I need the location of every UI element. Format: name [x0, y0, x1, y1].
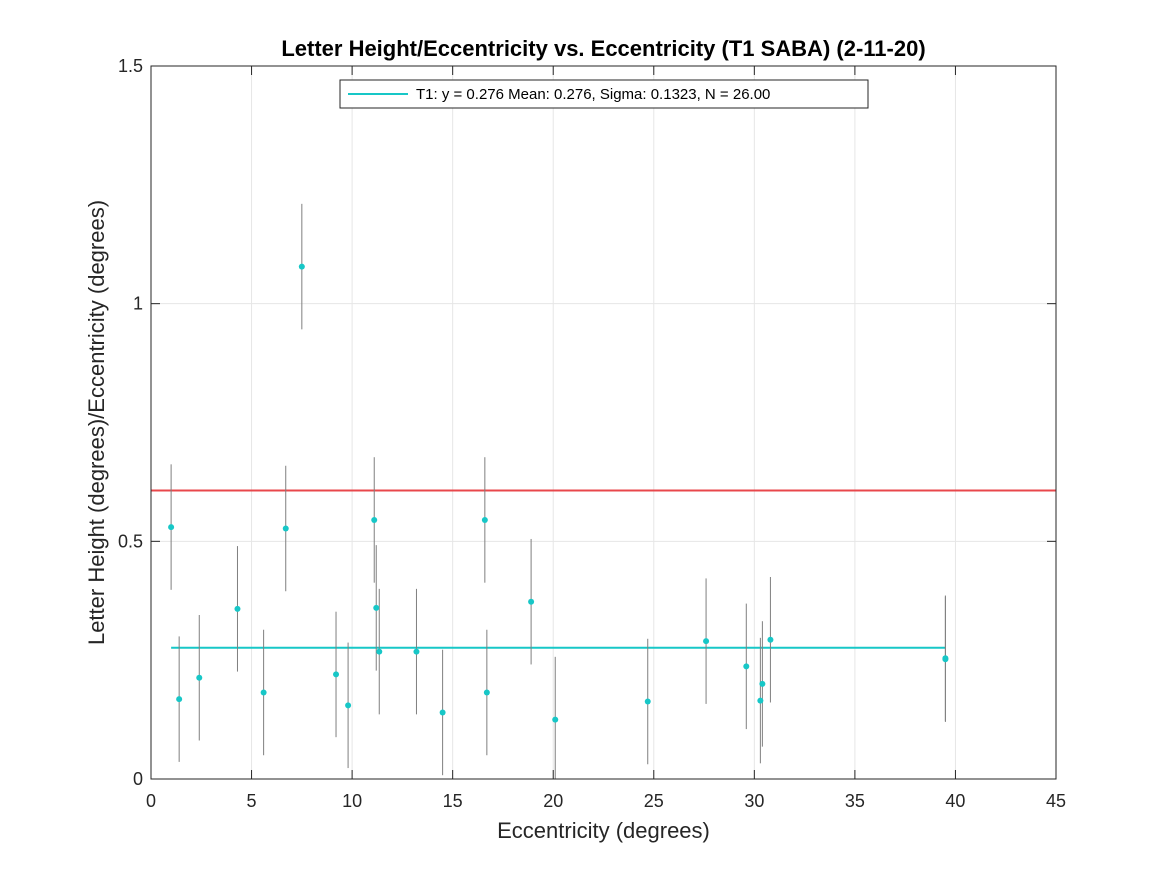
x-tick-label: 15 — [443, 791, 463, 811]
data-point — [298, 263, 305, 270]
data-point — [371, 516, 378, 523]
x-tick-label: 0 — [146, 791, 156, 811]
x-tick-label: 5 — [247, 791, 257, 811]
y-tick-label: 0.5 — [118, 531, 143, 551]
data-point — [333, 671, 340, 678]
axis-ticks: 0 5 10 15 20 25 30 35 40 45 0 0.5 1 1.5 — [118, 56, 1066, 811]
data-point — [743, 663, 750, 670]
plot-area — [151, 66, 1056, 779]
data-point — [767, 636, 774, 643]
x-tick-label: 10 — [342, 791, 362, 811]
data-point — [345, 702, 352, 709]
data-point — [481, 516, 488, 523]
y-axis-label: Letter Height (degrees)/Eccentricity (de… — [84, 200, 109, 645]
data-point — [552, 716, 559, 723]
chart-title: Letter Height/Eccentricity vs. Eccentric… — [281, 36, 925, 61]
data-point — [234, 605, 241, 612]
x-axis-label: Eccentricity (degrees) — [497, 818, 710, 843]
data-point — [282, 525, 289, 532]
data-point — [483, 689, 490, 696]
grid — [151, 66, 1056, 779]
axes-box — [150, 65, 1057, 780]
data-point — [759, 680, 766, 687]
y-tick-label: 0 — [133, 769, 143, 789]
data-point — [260, 689, 267, 696]
x-tick-label: 45 — [1046, 791, 1066, 811]
data-point — [703, 638, 710, 645]
x-tick-label: 40 — [945, 791, 965, 811]
data-point — [942, 656, 949, 663]
legend: T1: y = 0.276 Mean: 0.276, Sigma: 0.1323… — [339, 79, 869, 109]
data-point — [376, 648, 383, 655]
y-tick-label: 1 — [133, 294, 143, 314]
x-tick-label: 30 — [744, 791, 764, 811]
data-point — [196, 674, 203, 681]
data-point — [413, 648, 420, 655]
y-tick-label: 1.5 — [118, 56, 143, 76]
x-tick-label: 20 — [543, 791, 563, 811]
legend-label-fit-line: T1: y = 0.276 Mean: 0.276, Sigma: 0.1323… — [416, 86, 770, 103]
legend-box — [339, 79, 869, 109]
data-point — [373, 604, 380, 611]
data-point — [168, 524, 175, 531]
data-point — [757, 697, 764, 704]
data-point — [439, 709, 446, 716]
data-point — [644, 698, 651, 705]
data-point — [176, 696, 183, 703]
data-point — [528, 598, 535, 605]
data-points — [168, 263, 949, 723]
x-tick-label: 35 — [845, 791, 865, 811]
x-tick-label: 25 — [644, 791, 664, 811]
